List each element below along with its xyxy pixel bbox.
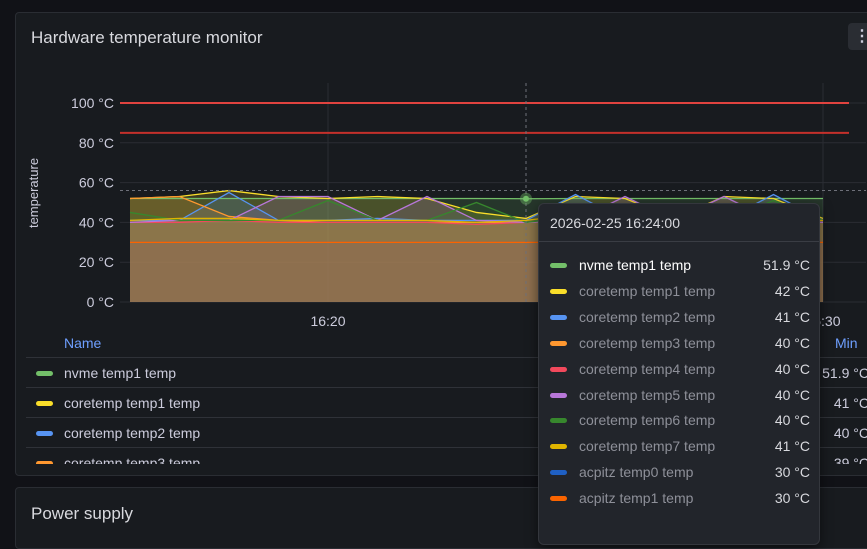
tooltip-series-name: coretemp temp3 temp	[579, 335, 715, 351]
y-tick-label: 0 °C	[87, 294, 114, 310]
tooltip-row: coretemp temp1 temp 42 °C	[539, 282, 819, 308]
tooltip-series-value: 30 °C	[775, 464, 810, 480]
series-color-swatch	[36, 401, 53, 406]
tooltip-series-value: 51.9 °C	[763, 257, 810, 273]
legend-series-name: coretemp temp1 temp	[64, 395, 200, 411]
tooltip-row: coretemp temp7 temp 41 °C	[539, 437, 819, 463]
legend-series-name: coretemp temp3 temp	[64, 455, 200, 464]
tooltip-series-name: acpitz temp1 temp	[579, 490, 693, 506]
y-tick-label: 100 °C	[71, 95, 114, 111]
tooltip-series-value: 40 °C	[775, 361, 810, 377]
tooltip-series-name: coretemp temp4 temp	[579, 361, 715, 377]
y-tick-label: 80 °C	[79, 135, 114, 151]
series-color-swatch	[550, 367, 567, 372]
series-color-swatch	[36, 371, 53, 376]
hover-point	[523, 196, 529, 202]
tooltip-series-value: 40 °C	[775, 387, 810, 403]
tooltip-row: nvme temp1 temp 51.9 °C	[539, 256, 819, 282]
tooltip-row: coretemp temp6 temp 40 °C	[539, 411, 819, 437]
chart-tooltip: 2026-02-25 16:24:00 nvme temp1 temp 51.9 …	[538, 203, 820, 545]
tooltip-series-value: 41 °C	[775, 309, 810, 325]
series-color-swatch	[36, 461, 53, 464]
series-color-swatch	[550, 418, 567, 423]
series-color-swatch	[36, 431, 53, 436]
legend-series-min: 51.9 °C	[822, 365, 867, 381]
tooltip-series-name: coretemp temp7 temp	[579, 438, 715, 454]
tooltip-series-name: coretemp temp2 temp	[579, 309, 715, 325]
tooltip-series-name: coretemp temp5 temp	[579, 387, 715, 403]
legend-series-min: 40 °C	[834, 425, 867, 441]
legend-series-name: nvme temp1 temp	[64, 365, 176, 381]
tooltip-series-name: nvme temp1 temp	[579, 257, 691, 273]
panel-title: Power supply	[31, 504, 133, 524]
tooltip-row: acpitz temp0 temp 30 °C	[539, 463, 819, 489]
series-color-swatch	[550, 263, 567, 268]
tooltip-row: coretemp temp5 temp 40 °C	[539, 386, 819, 412]
series-color-swatch	[550, 470, 567, 475]
tooltip-row: acpitz temp1 temp 30 °C	[539, 489, 819, 515]
series-color-swatch	[550, 393, 567, 398]
y-tick-label: 40 °C	[79, 214, 114, 230]
y-tick-label: 60 °C	[79, 175, 114, 191]
series-color-swatch	[550, 496, 567, 501]
series-color-swatch	[550, 315, 567, 320]
y-tick-label: 20 °C	[79, 254, 114, 270]
legend-col-min[interactable]: Min	[835, 335, 858, 351]
legend-series-name: coretemp temp2 temp	[64, 425, 200, 441]
series-color-swatch	[550, 341, 567, 346]
tooltip-series-value: 40 °C	[775, 412, 810, 428]
tooltip-series-value: 42 °C	[775, 283, 810, 299]
legend-series-min: 41 °C	[834, 395, 867, 411]
series-color-swatch	[550, 444, 567, 449]
x-tick-label: 16:20	[310, 313, 345, 329]
tooltip-series-name: acpitz temp0 temp	[579, 464, 693, 480]
tooltip-row: coretemp temp2 temp 41 °C	[539, 308, 819, 334]
tooltip-series-value: 41 °C	[775, 438, 810, 454]
tooltip-series-value: 40 °C	[775, 335, 810, 351]
tooltip-series-name: coretemp temp1 temp	[579, 283, 715, 299]
tooltip-series-name: coretemp temp6 temp	[579, 412, 715, 428]
legend-series-min: 39 °C	[834, 455, 867, 464]
y-axis-label: temperature	[26, 158, 41, 228]
series-color-swatch	[550, 289, 567, 294]
tooltip-time: 2026-02-25 16:24:00	[539, 204, 819, 242]
legend-col-name[interactable]: Name	[64, 335, 101, 351]
tooltip-row: coretemp temp3 temp 40 °C	[539, 334, 819, 360]
tooltip-series-value: 30 °C	[775, 490, 810, 506]
tooltip-row: coretemp temp4 temp 40 °C	[539, 360, 819, 386]
